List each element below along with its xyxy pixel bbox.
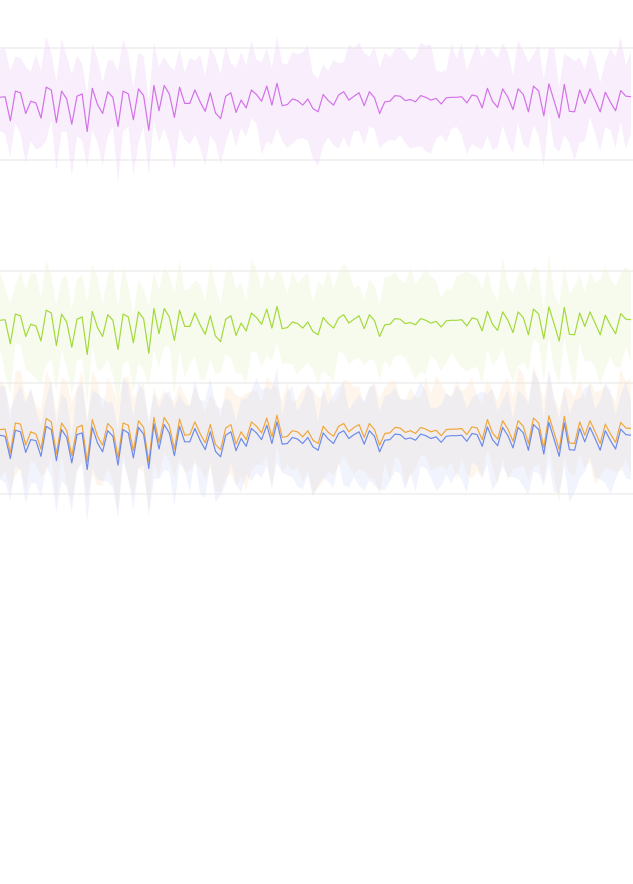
series-line (0, 82, 632, 132)
confidence-band (0, 366, 631, 511)
chart-panel-bottom (0, 366, 633, 523)
confidence-band (0, 368, 631, 523)
confidence-band (0, 36, 631, 182)
series-line (0, 305, 632, 355)
series-line (0, 414, 632, 463)
confidence-band (0, 252, 631, 405)
chart-panel-top (0, 36, 633, 182)
series-line (0, 421, 632, 471)
